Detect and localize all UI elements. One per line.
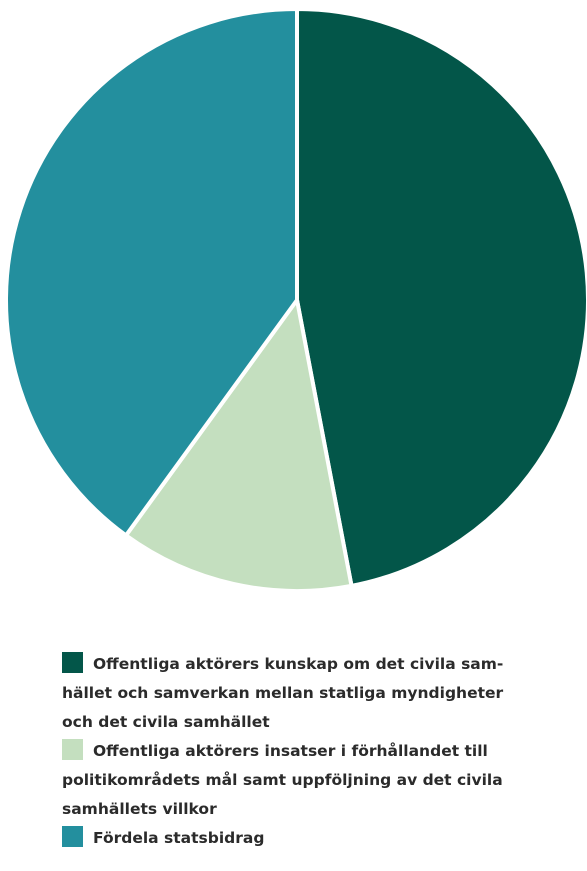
legend-label-statsbidrag: Fördela statsbidrag (93, 829, 265, 847)
pie-slice-statsbidrag (4, 7, 299, 538)
legend-swatch-statsbidrag (62, 826, 83, 847)
legend-item-insatser: Offentliga aktörers insatser i förhållan… (62, 737, 547, 824)
legend-item-kunskap: Offentliga aktörers kunskap om det civil… (62, 650, 547, 737)
pie-slice-insatser (123, 298, 354, 593)
legend-label-insatser: Offentliga aktörers insatser i förhållan… (62, 742, 503, 818)
legend-item-statsbidrag: Fördela statsbidrag (62, 824, 547, 853)
pie-slice-kunskap (295, 7, 587, 588)
pie-chart (4, 7, 587, 593)
legend-swatch-insatser (62, 739, 83, 760)
legend-swatch-kunskap (62, 652, 83, 673)
legend-label-kunskap: Offentliga aktörers kunskap om det civil… (62, 655, 504, 731)
legend: Offentliga aktörers kunskap om det civil… (62, 650, 547, 853)
